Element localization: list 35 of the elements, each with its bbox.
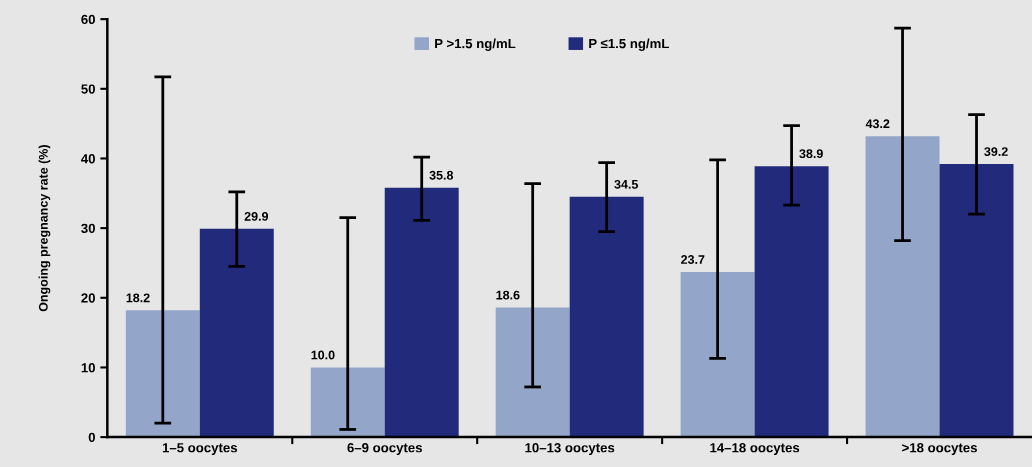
- bar: [495, 307, 570, 438]
- x-tick-label: 14–18 oocytes: [710, 443, 800, 455]
- data-label: 39.2: [984, 147, 1008, 157]
- legend-label: P ≤1.5 ng/mL: [589, 38, 669, 51]
- x-tick-label: 1–5 oocytes: [162, 443, 238, 455]
- y-tick-label: 10: [81, 363, 95, 373]
- y-axis-title: Ongoing pregnancy rate (%): [38, 145, 51, 312]
- data-label: 18.6: [496, 290, 520, 300]
- y-tick-label: 40: [81, 154, 95, 164]
- bar: [569, 196, 644, 438]
- bar: [310, 367, 385, 438]
- legend-label: P >1.5 ng/mL: [435, 38, 516, 51]
- x-tick-label: >18 oocytes: [902, 443, 977, 455]
- data-label: 35.8: [429, 170, 454, 180]
- data-label: 10.0: [311, 350, 335, 360]
- bar: [680, 272, 755, 438]
- x-tick-label: 10–13 oocytes: [525, 443, 615, 455]
- bar: [125, 310, 200, 438]
- y-tick-label: 50: [81, 84, 95, 94]
- bar: [199, 228, 274, 438]
- data-label: 23.7: [681, 255, 705, 264]
- bar: [754, 166, 829, 438]
- x-tick-label: 6–9 oocytes: [347, 443, 422, 455]
- y-tick-label: 20: [81, 293, 95, 303]
- y-tick-label: 60: [81, 14, 95, 25]
- data-label: 38.9: [799, 149, 823, 159]
- bar: [384, 187, 459, 438]
- bar: [865, 136, 940, 438]
- data-label: 18.2: [126, 293, 150, 303]
- bar: [939, 164, 1014, 438]
- data-label: 34.5: [614, 179, 639, 189]
- y-tick-label: 0: [88, 432, 95, 443]
- y-tick-label: 30: [81, 223, 95, 234]
- data-label: 43.2: [865, 119, 890, 129]
- data-label: 29.9: [244, 211, 269, 221]
